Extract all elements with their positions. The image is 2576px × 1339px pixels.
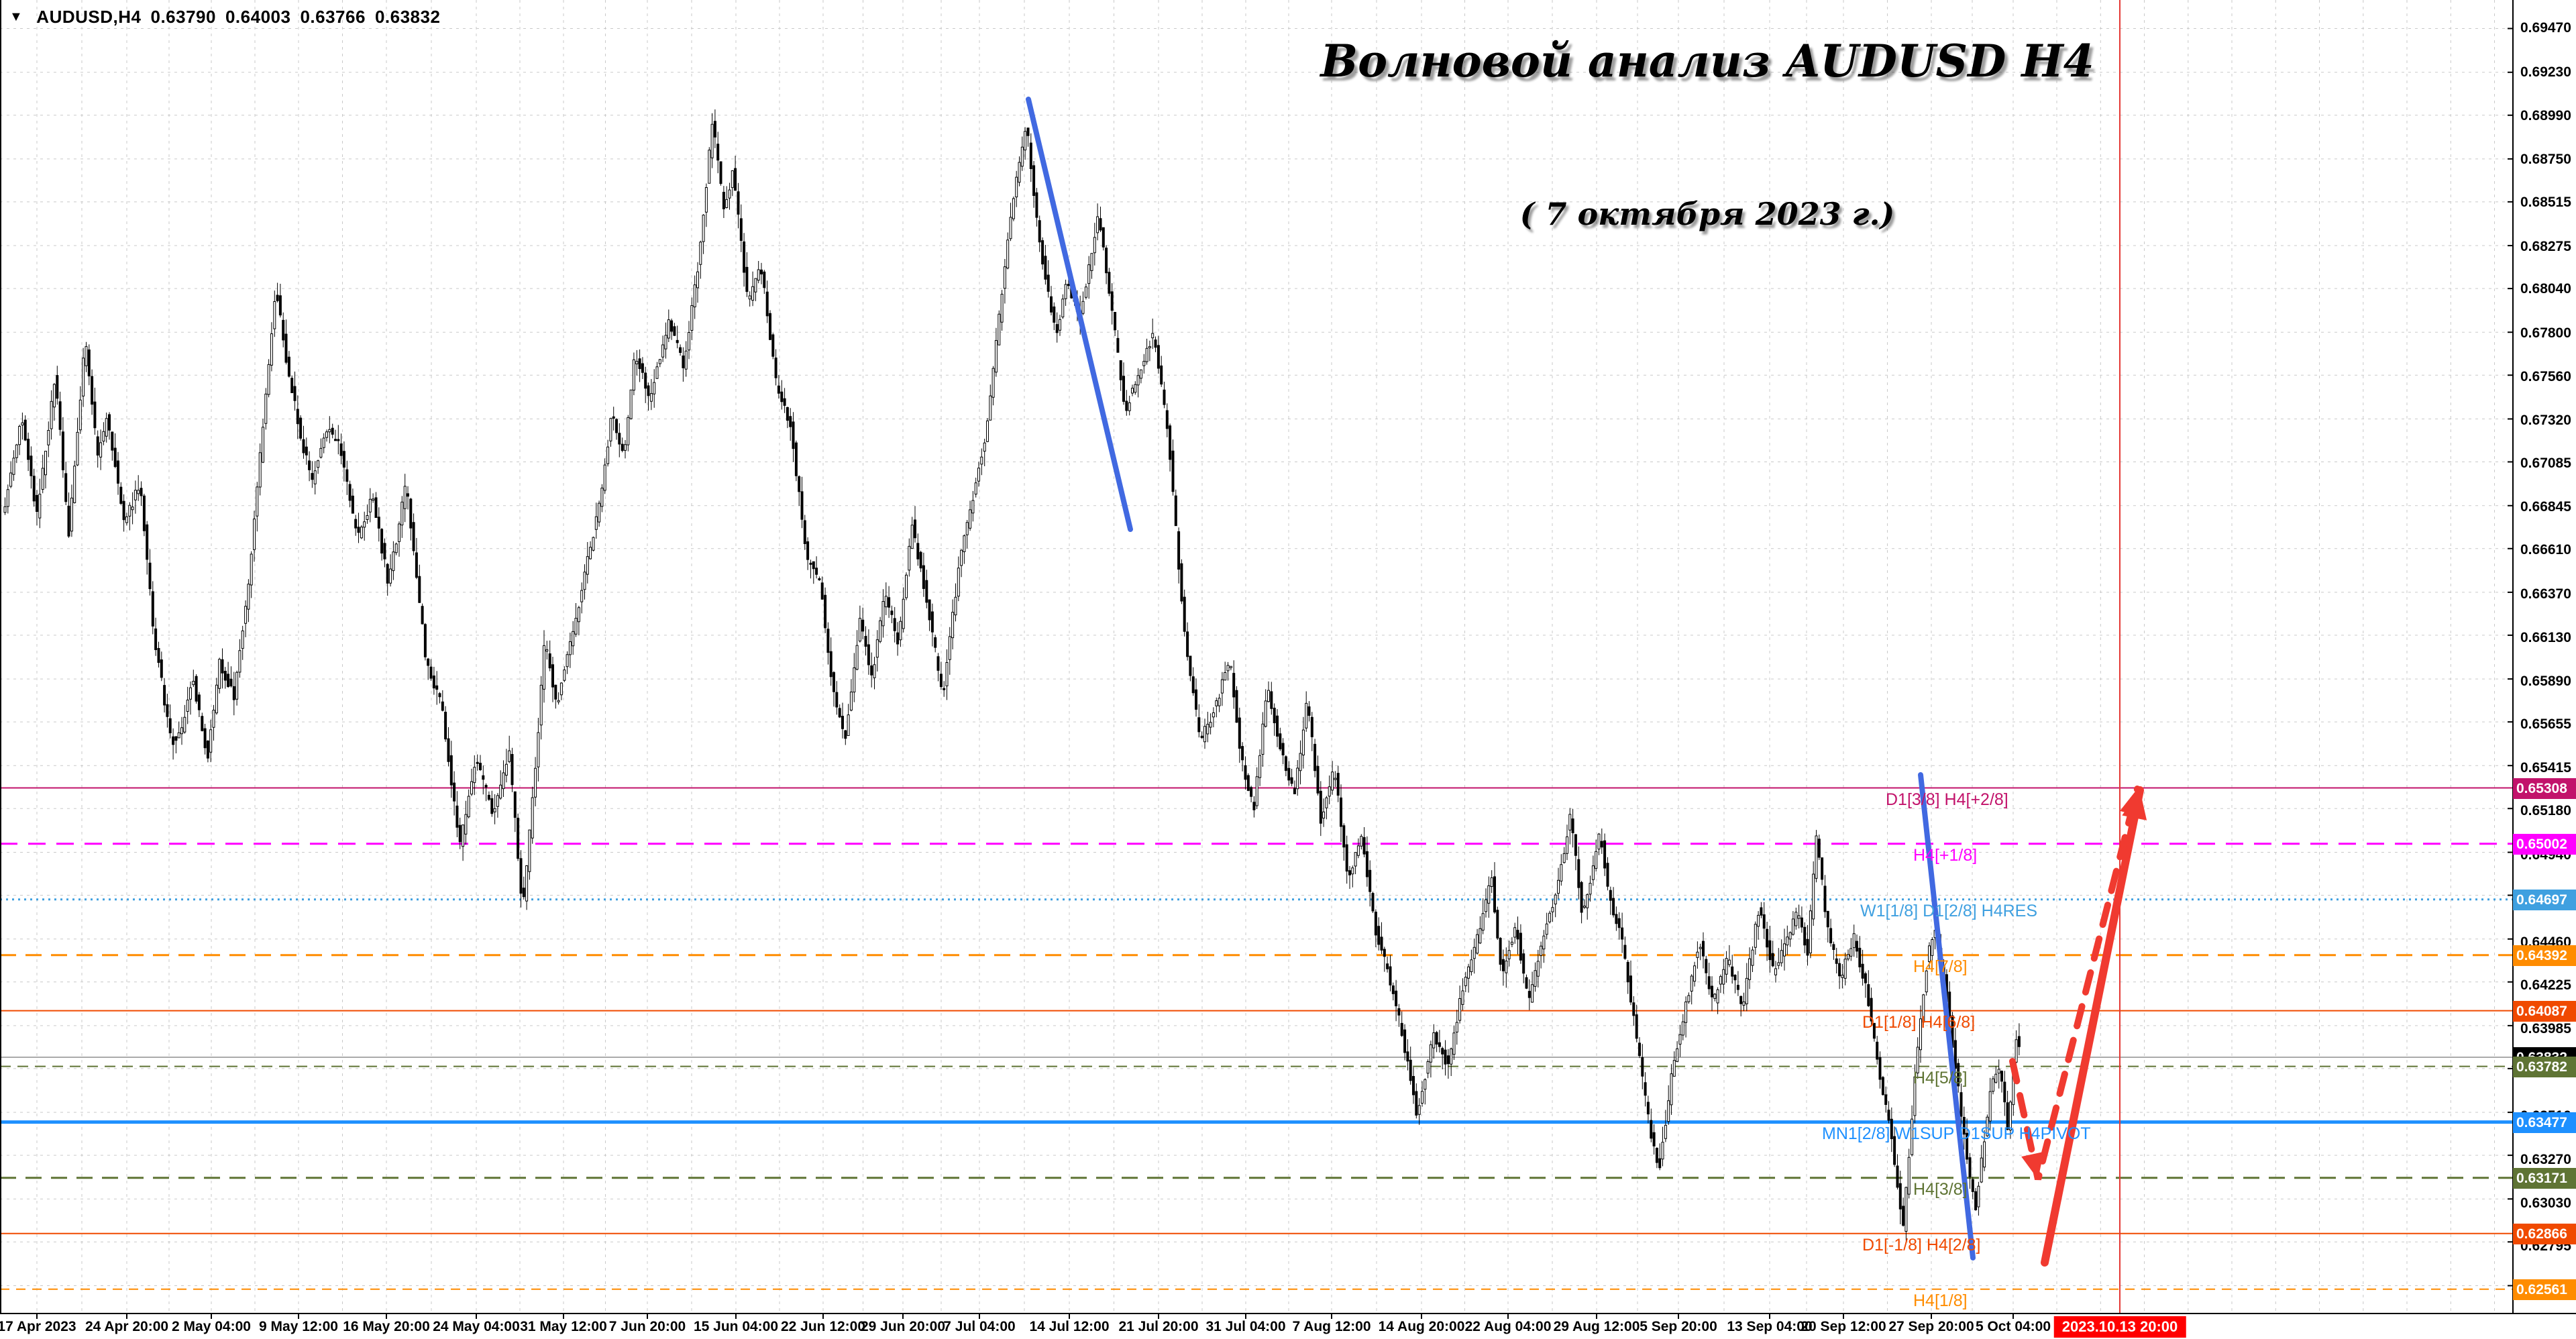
y-axis-tick: 0.63270 [2520,1151,2571,1167]
x-axis-label: 16 May 20:00 [343,1319,430,1334]
x-axis-label: 7 Jun 20:00 [608,1319,686,1334]
price-badge: 0.62561 [2513,1279,2576,1300]
x-axis-label: 5 Oct 04:00 [1975,1319,2051,1334]
y-axis-tick: 0.66845 [2520,499,2571,515]
chevron-down-icon[interactable]: ▼ [9,9,23,24]
price-level-label: D1[-1/8] H4[2/8] [1862,1235,1981,1254]
y-axis-tick: 0.63030 [2520,1195,2571,1212]
x-axis-label: 7 Jul 04:00 [943,1319,1016,1334]
price-level-lines[interactable] [0,787,2513,1290]
x-axis-label: 9 May 12:00 [259,1319,338,1334]
x-axis-label: 7 Aug 12:00 [1292,1319,1371,1334]
y-axis-tick: 0.67800 [2520,325,2571,341]
quote-close: 0.63832 [374,7,441,27]
x-axis-label: 22 Jun 12:00 [780,1319,866,1334]
x-axis-label: 31 May 12:00 [520,1319,607,1334]
price-level-label: H4[5/8] [1913,1068,1968,1087]
y-axis-tick: 0.65655 [2520,716,2571,733]
candles [3,109,2021,1241]
quote-open: 0.63790 [150,7,216,27]
y-axis-tick: 0.68275 [2520,238,2571,254]
y-axis-tick: 0.69230 [2520,64,2571,80]
y-axis-tick: 0.66370 [2520,586,2571,602]
quote-low: 0.63766 [300,7,366,27]
y-axis-tick: 0.65890 [2520,674,2571,690]
trendline-1[interactable] [1026,97,1133,532]
y-axis-tick: 0.67085 [2520,456,2571,472]
future-time-badge: 2023.10.13 20:00 [2053,1316,2186,1338]
y-axis-tick: 0.68040 [2520,281,2571,297]
price-level-label: H4[7/8] [1913,957,1968,976]
quote-high: 0.64003 [225,7,291,27]
x-axis-label: 24 Apr 20:00 [85,1319,169,1334]
analysis-title: Волновой анализ AUDUSD H4 [1320,35,2094,87]
x-axis-label: 22 Aug 04:00 [1464,1319,1552,1334]
y-axis-tick: 0.65415 [2520,760,2571,776]
y-axis-tick: 0.67320 [2520,413,2571,429]
price-badge: 0.64087 [2513,1000,2576,1022]
x-axis-label: 31 Jul 04:00 [1205,1319,1286,1334]
price-level-label: D1[3/8] H4[+2/8] [1886,790,2008,809]
price-badge: 0.65308 [2513,778,2576,799]
y-axis-tick: 0.65180 [2520,803,2571,819]
price-level-label: D1[1/8] H4[6/8] [1862,1012,1976,1032]
x-axis-label: 27 Sep 20:00 [1888,1319,1974,1334]
price-level-label: H4[+1/8] [1913,845,1978,865]
x-axis-label: 29 Jun 20:00 [860,1319,946,1334]
price-badge: 0.64392 [2513,945,2576,966]
x-axis-label: 20 Sep 12:00 [1801,1319,1886,1334]
x-axis-label: 15 Jun 04:00 [693,1319,779,1334]
y-axis-tick: 0.68990 [2520,108,2571,124]
y-axis-tick: 0.68750 [2520,152,2571,168]
price-badge: 0.62866 [2513,1223,2576,1244]
symbol-header[interactable]: ▼ AUDUSD,H4 0.63790 0.64003 0.63766 0.63… [9,7,440,28]
x-axis-label: 29 Aug 12:00 [1553,1319,1640,1334]
y-axis-tick: 0.67560 [2520,368,2571,384]
y-axis-tick: 0.63985 [2520,1021,2571,1037]
y-axis-tick: 0.66610 [2520,542,2571,558]
symbol-timeframe: AUDUSD,H4 [36,7,142,27]
x-axis-label: 14 Aug 20:00 [1378,1319,1465,1334]
x-axis-label: 21 Jul 20:00 [1118,1319,1199,1334]
y-axis-tick: 0.69470 [2520,20,2571,36]
price-level-label: H4[1/8] [1913,1291,1968,1310]
y-axis-tick: 0.66130 [2520,629,2571,645]
x-axis-label: 13 Sep 04:00 [1727,1319,1813,1334]
y-axis-tick: 0.68515 [2520,195,2571,211]
price-badge: 0.63477 [2513,1112,2576,1133]
y-axis-tick: 0.64225 [2520,977,2571,994]
price-badge: 0.64697 [2513,889,2576,910]
x-axis-label: 5 Sep 20:00 [1640,1319,1717,1334]
trendline-2[interactable] [1918,772,1976,1261]
price-level-label: MN1[2/8] W1SUP D1SUP H4PIVOT [1822,1124,2091,1143]
price-badge: 0.63171 [2513,1167,2576,1189]
analysis-date-subtitle: ( 7 октября 2023 г.) [1519,196,1895,232]
x-axis-label: 17 Apr 2023 [0,1319,76,1334]
forecast-arrow-dashed[interactable] [2009,786,2143,1181]
x-axis-label: 14 Jul 12:00 [1029,1319,1110,1334]
x-axis-label: 24 May 04:00 [433,1319,520,1334]
price-badge: 0.63782 [2513,1056,2576,1077]
x-axis-label: 2 May 04:00 [172,1319,251,1334]
forecast-arrow-solid[interactable] [2041,786,2147,1267]
grid-lines [0,0,2513,1314]
price-level-label: H4[3/8] [1913,1179,1968,1199]
price-badge: 0.65002 [2513,833,2576,855]
price-level-label: W1[1/8] D1[2/8] H4RES [1860,901,2038,920]
